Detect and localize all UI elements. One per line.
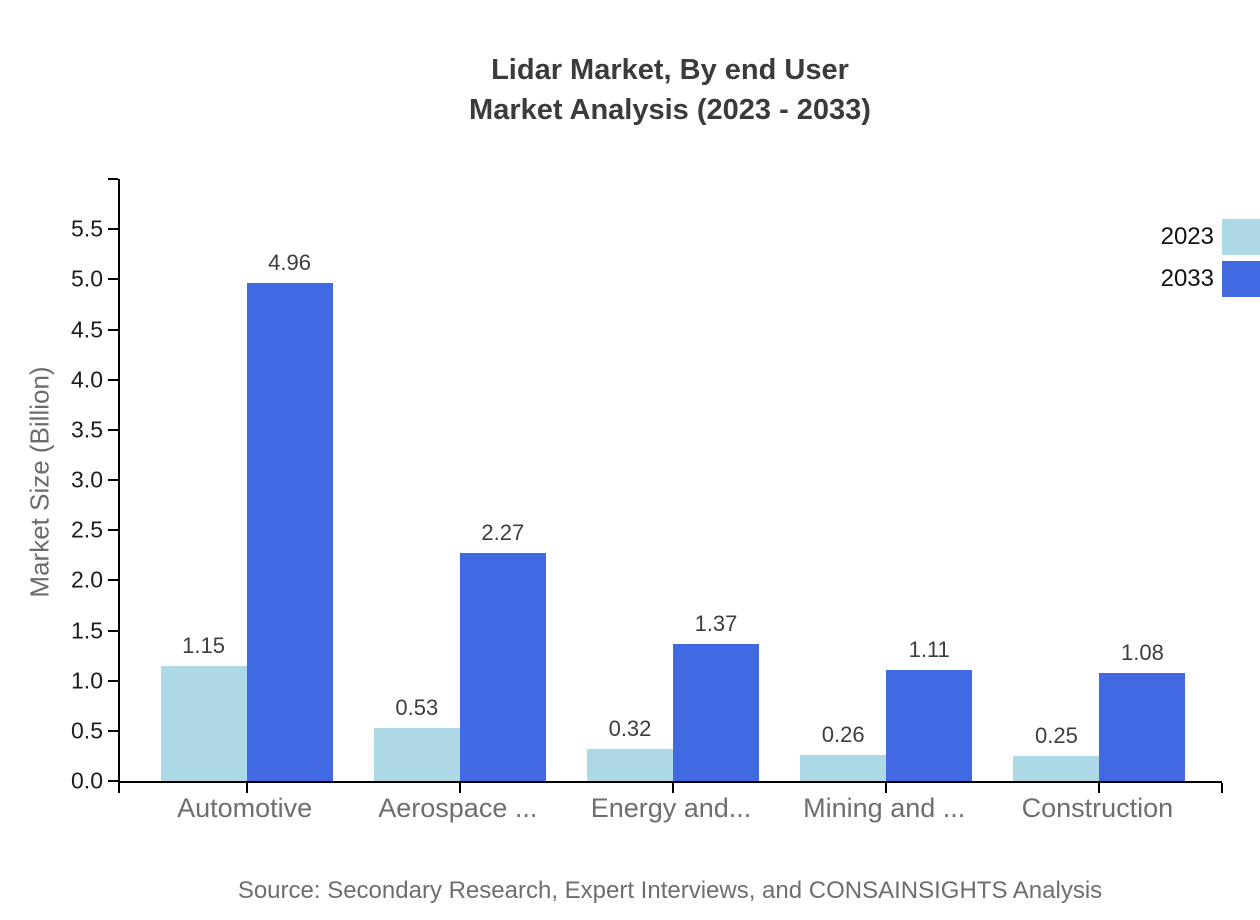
y-axis-tick [108,378,118,381]
category-label: Mining and ... [803,793,966,823]
category-label: Automotive [177,793,313,823]
bar-value-label: 1.15 [182,632,226,658]
y-axis-tick-label: 4.5 [71,316,103,342]
bar-value-label: 1.37 [694,610,738,636]
legend-swatch [1222,219,1260,255]
bar-value-label: 0.53 [395,694,439,720]
y-axis-tick-label: 5.0 [71,265,103,292]
bar-2033: 4.96 [246,250,333,781]
y-axis-tick-label: 4.0 [71,366,103,393]
legend-label: 2023 [1160,223,1214,250]
bar-value-label: 0.26 [821,721,865,747]
bar-value-label: 0.25 [1034,722,1078,748]
x-axis-tick [458,783,461,793]
y-axis-tick-label: 0.0 [71,767,103,794]
y-axis-tick-label: 3.0 [71,466,103,493]
category-slot: 1.15 4.96 [140,179,353,793]
y-axis-tick [108,428,118,431]
y-axis-tick-label: 2.0 [71,566,103,593]
y-axis-tick-label: 5.5 [71,215,103,242]
plot-area: 1.15 4.96 0.53 2.27 0.32 1.37 0.26 1.11 0.25 1.08… [71,178,1223,794]
category-label: Aerospace ... [378,793,538,823]
x-axis-tick [885,783,888,793]
bar-2023: 0.25 [1013,723,1100,781]
source-note: Source: Secondary Research, Expert Inter… [237,877,1103,904]
legend-swatch [1222,261,1260,297]
bar-2033: 2.27 [459,520,546,781]
bar-value-label: 4.96 [268,250,312,276]
y-axis-tick [108,529,118,532]
bar-value-label: 2.27 [481,520,525,546]
bars-row: 1.15 4.96 0.53 2.27 0.32 1.37 0.26 1.11 0.25 1.08 [120,179,1222,793]
x-axis-end-tick [1221,783,1223,793]
y-axis-tick-label: 1.5 [71,617,103,643]
category-slot: 0.53 2.27 [353,179,566,793]
bar-2023: 0.26 [800,722,887,781]
category-slot: 0.26 1.11 [780,179,993,793]
bar-2023: 1.15 [160,633,247,781]
legend-row: 2033 [1161,261,1260,297]
bar-2023: 0.53 [373,695,460,781]
y-axis-tick [108,178,118,180]
x-axis-tick [245,783,248,793]
y-axis-tick-label: 3.5 [71,416,103,443]
legend: 2023 2033 [1161,219,1260,303]
y-axis-tick [108,328,118,331]
y-axis-tick-label: 1.0 [71,667,103,694]
category-slot: 0.32 1.37 [566,179,779,793]
bar-2023: 0.32 [587,716,673,781]
x-axis-end-tick [118,783,120,793]
y-axis-tick-label: 0.5 [71,717,103,744]
category-slot: 0.25 1.08 [993,179,1206,793]
legend-row: 2023 [1161,219,1260,255]
legend-label: 2033 [1160,265,1214,292]
chart-title-line1: Lidar Market, By end User [491,54,849,86]
y-axis-tick [108,729,118,732]
bar-2033: 1.37 [673,611,759,781]
chart-title: Lidar Market, By end User Market Analysi… [80,50,1260,130]
y-axis-tick-label: 2.5 [71,516,103,543]
chart-title-line2: Market Analysis (2023 - 2033) [469,94,871,126]
x-axis-category-labels: Automotive Aerospace ... Energy and... Mini… [118,793,1220,824]
bar-value-label: 1.08 [1120,639,1164,665]
x-axis-tick [672,783,674,793]
bar-2033: 1.08 [1099,640,1186,781]
y-axis-tick [108,278,118,281]
x-axis-tick [1098,783,1101,793]
y-axis-tick [108,629,118,632]
category-label: Construction [1021,793,1174,823]
bar-value-label: 0.32 [608,715,652,741]
y-axis-tick [108,780,118,782]
bar-2033: 1.11 [886,637,973,781]
y-axis-title: Market Size (Billion) [24,366,55,598]
y-axis-tick [108,228,118,231]
y-axis-tick [108,679,118,682]
category-label: Energy and... [590,793,752,823]
bar-value-label: 1.11 [908,636,950,662]
y-axis-tick [108,579,118,582]
y-axis-tick [108,479,118,481]
